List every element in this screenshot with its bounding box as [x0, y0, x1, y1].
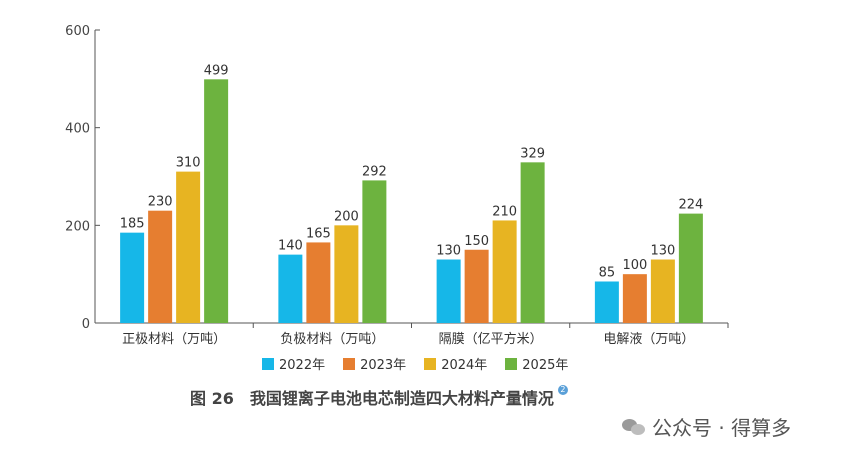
data-label: 150 [464, 234, 489, 249]
bar [334, 225, 359, 323]
bar [120, 232, 145, 323]
bar [622, 274, 647, 323]
watermark: 公众号 · 得算多 [622, 412, 791, 441]
bar [594, 281, 619, 323]
bar [362, 180, 387, 323]
data-label: 200 [334, 209, 359, 224]
data-label: 329 [520, 146, 545, 161]
figure-title: 我国锂离子电池电芯制造四大材料产量情况 [249, 389, 554, 408]
legend-label: 2023年 [360, 358, 407, 373]
y-tick-label: 600 [65, 24, 90, 39]
note-marker-icon: 2 [557, 385, 568, 395]
legend-item: 2024年 [424, 354, 487, 373]
bar [306, 242, 331, 323]
legend-swatch [424, 357, 437, 370]
bar [678, 213, 703, 323]
legend-item: 2025年 [505, 354, 568, 373]
data-label: 185 [120, 217, 145, 232]
x-axis: 正极材料（万吨） 负极材料（万吨） 隔膜（亿平方米） 电解液（万吨） [95, 322, 729, 347]
bar [176, 171, 201, 323]
data-label: 230 [148, 195, 173, 210]
bar [464, 249, 489, 323]
data-label: 292 [362, 164, 387, 179]
y-axis: 0 200 400 600 [65, 24, 100, 332]
category-label: 电解液（万吨） [603, 332, 694, 347]
bar [204, 79, 229, 324]
data-label: 130 [436, 244, 461, 259]
legend-label: 2025年 [522, 358, 569, 373]
bar [650, 259, 675, 323]
legend-swatch [262, 357, 274, 370]
y-tick-label: 200 [65, 219, 90, 234]
data-label: 165 [306, 226, 331, 241]
legend-swatch [343, 357, 356, 370]
data-label: 499 [204, 63, 229, 78]
bar-chart: 0 200 400 600 正极材料（万吨） 负极材料（万吨） 隔膜（亿平方米） 电解液（万… [65, 24, 729, 347]
data-label: 130 [650, 244, 675, 259]
data-label: 210 [492, 204, 517, 219]
bar [436, 259, 461, 323]
data-label: 100 [622, 258, 647, 273]
legend-item: 2022年 [262, 354, 325, 373]
bar [278, 254, 303, 323]
category-label: 负极材料（万吨） [280, 332, 384, 347]
data-label: 310 [176, 156, 201, 171]
legend: 2022年 2023年 2024年 2025年 [262, 354, 568, 373]
bar [520, 162, 545, 323]
category-label: 隔膜（亿平方米） [439, 331, 543, 347]
figure-caption: 图 26 我国锂离子电池电芯制造四大材料产量情况 2 [190, 385, 568, 409]
figure-number: 图 26 [190, 389, 234, 408]
y-tick-label: 400 [65, 122, 90, 137]
wechat-icon [622, 417, 646, 437]
data-label: 85 [599, 265, 616, 280]
legend-label: 2024年 [441, 358, 488, 373]
category-label: 正极材料（万吨） [122, 332, 226, 347]
bar [492, 220, 517, 323]
watermark-text: 公众号 · 得算多 [652, 416, 792, 440]
data-label: 140 [278, 239, 303, 254]
legend-item: 2023年 [343, 354, 406, 373]
legend-label: 2022年 [279, 358, 326, 373]
y-tick-label: 0 [82, 317, 90, 332]
bar [148, 210, 173, 323]
legend-swatch [505, 357, 518, 370]
bars [120, 79, 703, 324]
data-label: 224 [678, 198, 703, 213]
